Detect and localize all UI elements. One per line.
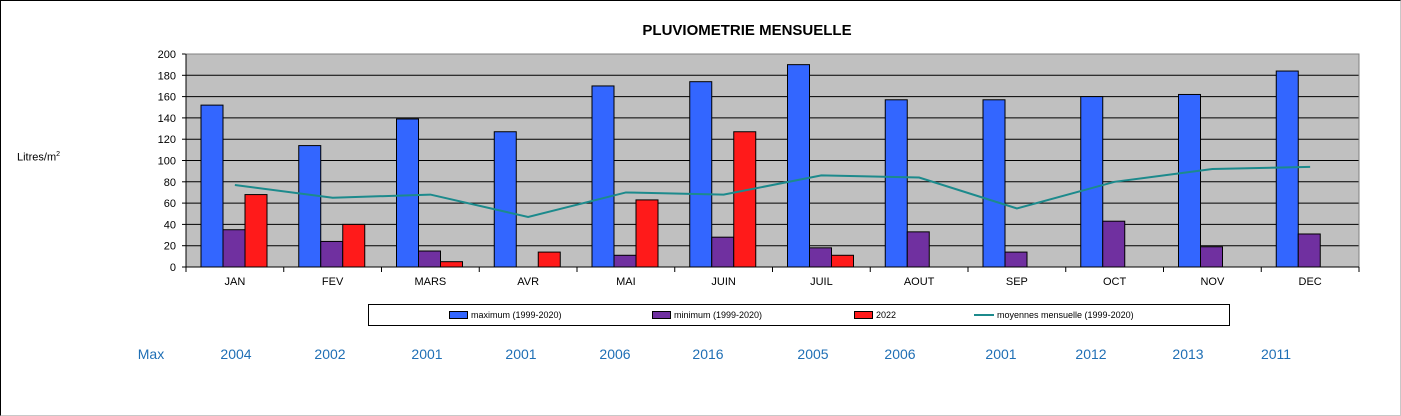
y-tick-label: 120 [158, 134, 176, 146]
x-tick-labels: JAN FEV MARS AVR MAI JUIN JUIL AOUT SEP OCT NOV DEC [224, 276, 1321, 288]
max-year-juil: 2005 [797, 346, 829, 362]
bar-2022-fev [342, 223, 366, 268]
x-tick-label: MAI [616, 276, 636, 288]
axes [185, 53, 1360, 272]
y-tick-label: 60 [164, 198, 176, 210]
max-year-fev: 2002 [314, 346, 346, 362]
bar-maximum-avr [493, 131, 517, 268]
legend-swatch [854, 311, 873, 319]
max-row-label: Max [137, 346, 165, 362]
bar-minimum-juin [711, 236, 735, 268]
max-year-aout: 2006 [884, 346, 916, 362]
y-tick-label: 200 [158, 49, 176, 61]
bar-minimum-mars [418, 250, 441, 268]
bar-maximum-aout [884, 99, 908, 268]
max-year-juin: 2016 [692, 346, 724, 362]
bar-maximum-sep [982, 99, 1006, 268]
y-tick-label: 140 [158, 113, 176, 125]
legend-swatch [652, 311, 671, 319]
bar-maximum-juil [787, 64, 810, 268]
x-tick-label: AOUT [904, 276, 935, 288]
bar-maximum-mai [591, 85, 615, 268]
x-tick-label: OCT [1103, 276, 1127, 288]
y-tick-label: 20 [164, 241, 176, 253]
bar-minimum-jan [222, 229, 246, 268]
legend-label: moyennes mensuelle (1999-2020) [997, 310, 1134, 320]
bar-minimum-oct [1102, 220, 1126, 268]
x-tick-label: DEC [1299, 276, 1322, 288]
max-year-oct: 2012 [1075, 346, 1107, 362]
y-tick-label: 180 [158, 70, 176, 82]
bar-maximum-jan [200, 104, 224, 268]
bar-2022-jan [244, 194, 268, 268]
y-tick-label: 80 [164, 177, 176, 189]
bars-group [200, 64, 1321, 268]
bar-minimum-aout [906, 231, 930, 268]
bar-minimum-nov [1200, 246, 1223, 268]
max-year-dec: 2011 [1260, 346, 1292, 362]
max-year-jan: 2004 [220, 346, 252, 362]
y-tick-label: 40 [164, 219, 176, 231]
x-tick-label: JUIL [810, 276, 833, 288]
y-tick-labels: 0 20 40 60 80 100 120 140 160 180 200 [158, 49, 176, 274]
x-tick-label: MARS [414, 276, 446, 288]
bar-minimum-juil [809, 247, 832, 268]
y-tick-label: 100 [158, 156, 176, 168]
y-tick-label: 0 [170, 262, 176, 274]
legend-item-minimum: minimum (1999-2020) [652, 310, 762, 320]
bar-2022-juin [733, 131, 757, 268]
max-year-mars: 2001 [411, 346, 443, 362]
bar-maximum-juin [689, 81, 713, 268]
bar-minimum-mai [613, 254, 637, 268]
average-line-group [234, 165, 1311, 218]
legend-label: 2022 [876, 310, 897, 320]
legend-swatch [974, 314, 994, 316]
chart-title: PLUVIOMETRIE MENSUELLE [642, 22, 851, 39]
bar-maximum-nov [1178, 93, 1201, 268]
x-tick-label: AVR [517, 276, 539, 288]
x-tick-label: FEV [322, 276, 344, 288]
bar-minimum-sep [1004, 251, 1028, 268]
legend-item-maximum: maximum (1999-2020) [449, 310, 562, 320]
bar-maximum-oct [1080, 96, 1104, 268]
bar-maximum-dec [1275, 70, 1299, 268]
legend-label: maximum (1999-2020) [471, 310, 562, 320]
bar-2022-mai [635, 199, 659, 268]
average-line [234, 165, 1311, 218]
y-tick-label: 160 [158, 92, 176, 104]
bar-maximum-fev [298, 145, 322, 268]
x-tick-label: JAN [224, 276, 245, 288]
legend: maximum (1999-2020) minimum (1999-2020) 20… [368, 304, 1230, 326]
max-year-nov: 2013 [1172, 346, 1204, 362]
legend-item-2022: 2022 [854, 310, 896, 320]
bar-2022-avr [537, 251, 561, 268]
max-year-mai: 2006 [599, 346, 631, 362]
x-tick-label: SEP [1006, 276, 1028, 288]
legend-item-moyennes: moyennes mensuelle (1999-2020) [974, 310, 1134, 320]
y-axis-label: Litres/m2 [17, 151, 61, 164]
bar-maximum-mars [396, 118, 419, 268]
max-year-avr: 2001 [505, 346, 537, 362]
bar-2022-juil [831, 254, 854, 268]
gridlines [182, 53, 1359, 268]
bar-minimum-dec [1297, 233, 1321, 268]
legend-swatch [449, 311, 468, 319]
bar-2022-mars [440, 261, 463, 268]
legend-label: minimum (1999-2020) [674, 310, 763, 320]
bar-minimum-fev [320, 240, 344, 268]
x-tick-label: JUIN [711, 276, 736, 288]
max-year-sep: 2001 [985, 346, 1017, 362]
x-tick-label: NOV [1200, 276, 1225, 288]
